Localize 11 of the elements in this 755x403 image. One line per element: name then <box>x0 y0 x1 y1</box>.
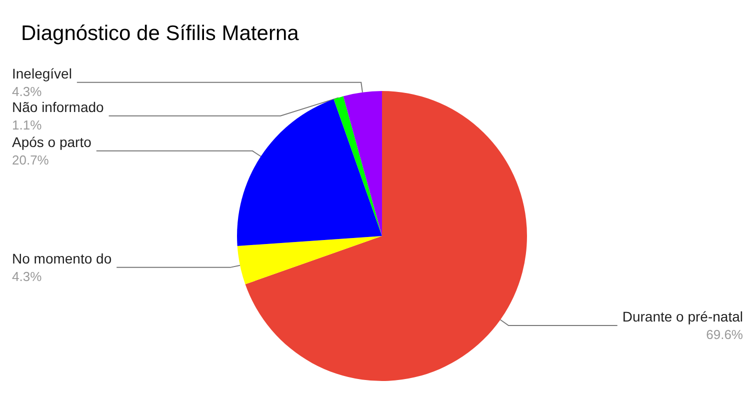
data-label: 4.3% <box>12 84 42 99</box>
slice-label: Durante o pré-natal <box>622 308 743 325</box>
slice-label: Após o parto <box>12 134 92 150</box>
data-label: 20.7% <box>12 152 50 168</box>
slice-label: No momento do <box>12 250 112 266</box>
slice-label: Não informado <box>12 98 104 115</box>
slice-label: Inelegível <box>12 65 72 82</box>
data-label: 69.6% <box>706 327 744 342</box>
chart-title: Diagnóstico de Sífilis Materna <box>21 22 300 45</box>
data-label: 4.3% <box>12 268 42 284</box>
data-label: 1.1% <box>12 117 42 132</box>
